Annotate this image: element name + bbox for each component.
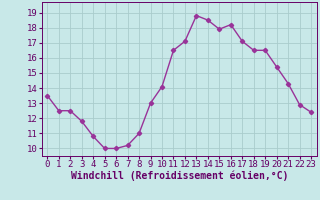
X-axis label: Windchill (Refroidissement éolien,°C): Windchill (Refroidissement éolien,°C): [70, 171, 288, 181]
